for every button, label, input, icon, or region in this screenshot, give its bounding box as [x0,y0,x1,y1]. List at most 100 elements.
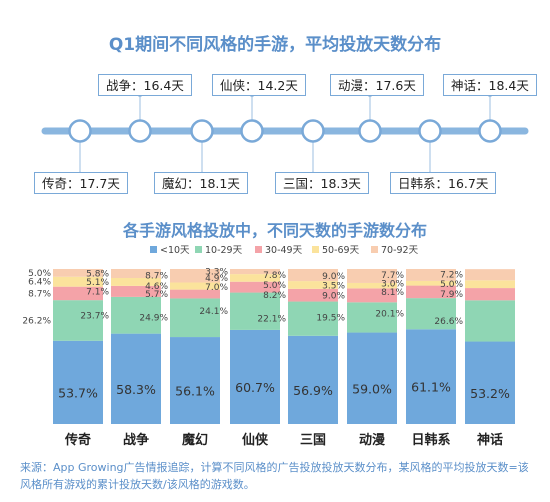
bar-segment [288,288,338,302]
category-label: 三国 [300,433,326,448]
legend-swatch [195,246,202,253]
data-label: 5.0% [28,269,51,279]
bar-segment [288,281,338,289]
data-label: 24.9% [139,314,168,324]
bar-segment [288,335,338,424]
data-label: 26.2% [22,316,51,326]
data-label: 7.2% [440,271,463,281]
timeline-node [190,119,214,143]
data-label: 3.3% [205,268,228,278]
category-label: 神话 [477,432,503,448]
data-label: 7.9% [440,290,463,300]
timeline-label-bottom-3: 三国：18.3天 [275,172,369,194]
data-label: 3.5% [322,282,345,292]
timeline-label-top-1: 战争：16.4天 [98,74,192,96]
data-label: 59.0% [352,381,392,396]
bar-segment [465,288,515,301]
timeline-label-bottom-1: 传奇：17.7天 [34,172,128,194]
data-label: 3.0% [381,279,404,289]
bar-segment [53,276,103,287]
data-label: 7.8% [263,271,286,281]
bar-segment [111,296,161,334]
timeline-label-top-2: 仙侠：14.2天 [212,74,306,96]
data-label: 5.7% [145,290,168,300]
bar-segment [53,300,103,341]
data-label: 19.5% [316,313,345,323]
bar-segment [288,301,338,336]
legend-label: 10-29天 [205,245,243,256]
timeline-node [358,119,382,143]
data-label: 60.7% [235,380,275,395]
data-label: 8.2% [263,291,286,301]
category-label: 动漫 [359,432,385,448]
data-label: 61.1% [411,380,451,395]
data-label: 5.0% [263,281,286,291]
data-label: 53.7% [58,385,98,400]
timeline-label-top-4: 神话：18.4天 [443,74,537,96]
category-label: 传奇 [64,432,91,448]
bar-segment [465,269,515,281]
data-label: 26.6% [434,317,463,327]
data-label: 23.7% [80,311,109,321]
data-label: 8.1% [381,288,404,298]
bar-segment [111,277,161,286]
data-label: 24.1% [199,307,228,317]
bar-segment [288,269,338,282]
bar-segment [111,285,161,297]
timeline-label-bottom-4: 日韩系：16.7天 [390,172,497,194]
timeline-node [128,119,152,143]
timeline-label-bottom-2: 魔幻：18.1天 [154,172,248,194]
timeline-node [478,119,502,143]
legend-label: <10天 [160,245,190,256]
bar-segment [170,298,220,338]
data-label: 4.9% [205,274,228,284]
data-label: 56.1% [175,384,215,399]
legend-label: 70-92天 [381,245,419,256]
data-label: 5.1% [86,278,109,288]
bar-segment [347,282,397,289]
bar-segment [111,269,161,278]
legend-swatch [371,246,378,253]
bar-segment [406,329,456,424]
legend-swatch [150,246,157,253]
bar-segment [347,332,397,424]
category-label: 日韩系 [411,432,450,448]
bar-segment [465,341,515,424]
data-label: 9.0% [322,291,345,301]
bar-segment [465,300,515,342]
bar-segment [347,269,397,283]
data-label: 4.6% [145,282,168,292]
bar-segment [230,269,280,275]
bar-segment [170,269,220,283]
bar-segment [465,280,515,289]
bar-segment [111,333,161,424]
data-label: 7.7% [381,271,404,281]
timeline-node [68,119,92,143]
bar-segment [406,298,456,330]
timeline-node [240,119,264,143]
bar-segment [170,289,220,299]
timeline-label-top-3: 动漫：17.6天 [330,74,424,96]
category-label: 仙侠 [242,432,269,448]
source-note: 来源：App Growing广告情报追踪，计算不同风格的广告投放投放天数分布，某… [20,461,529,491]
bar-segment [230,281,280,293]
bar-segment [53,269,103,277]
legend-label: 30-49天 [265,245,303,256]
timeline-title: Q1期间不同风格的手游，平均投放天数分布 [108,35,442,55]
timeline-node [418,119,442,143]
chart-title: 各手游风格投放中，不同天数的手游数分布 [122,221,427,240]
data-label: 56.9% [293,383,333,398]
bar-segment [53,340,103,424]
bar-segment [53,286,103,301]
data-label: 7.1% [86,287,109,297]
data-label: 20.1% [375,310,404,320]
category-label: 战争 [123,432,149,448]
data-label: 8.7% [28,289,51,299]
stacked-bar-chart: <10天 10-29天 30-49天 50-69天 70-92天 53.7% 26.2% 8.… [22,245,515,448]
data-label: 9.0% [322,272,345,282]
legend-label: 50-69天 [322,245,360,256]
data-label: 8.7% [145,272,168,282]
bar-segment [230,292,280,330]
bar-segment [406,280,456,286]
data-label: 5.8% [86,269,109,279]
